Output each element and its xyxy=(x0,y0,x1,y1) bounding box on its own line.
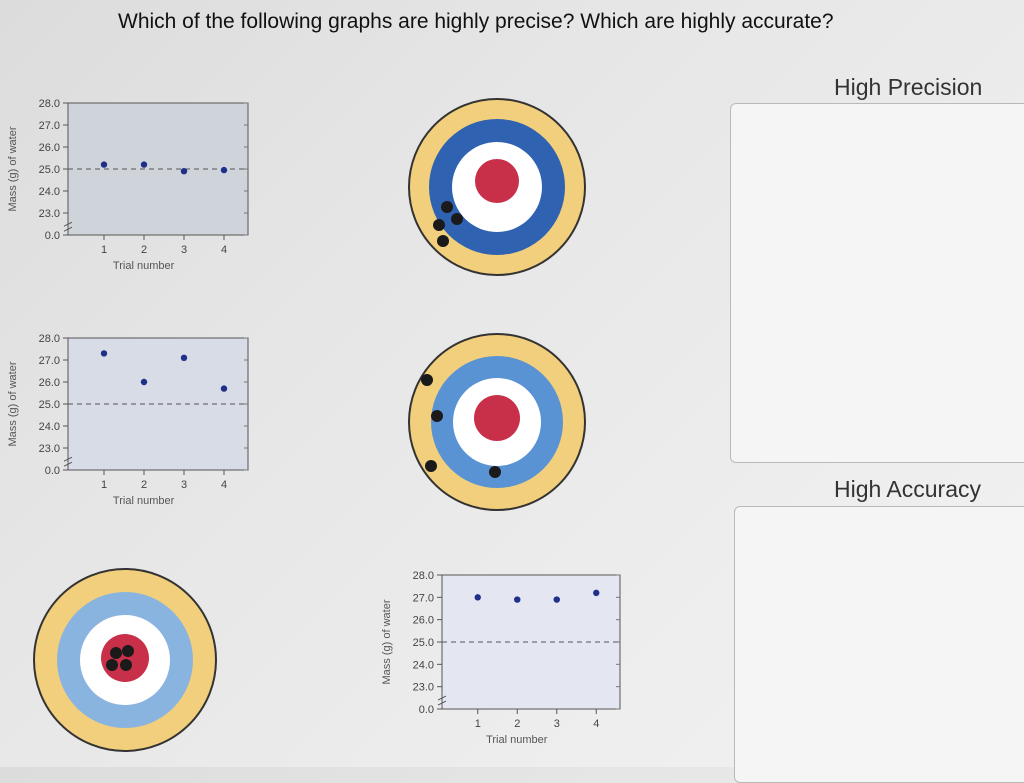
x-tick-label: 4 xyxy=(593,718,599,730)
y-tick-label: 0.0 xyxy=(45,465,60,477)
scatter-chart-3: 0.0 23.0 24.0 25.0 26.0 27.0 28.0 1 2 3 4 Trial num… xyxy=(381,570,621,746)
data-point xyxy=(220,166,228,174)
target-2-shots xyxy=(421,374,501,478)
high-accuracy-title: High Accuracy xyxy=(834,476,982,502)
shot-mark xyxy=(110,647,122,659)
x-tick-label: 2 xyxy=(141,479,147,491)
y-tick-label: 26.0 xyxy=(39,142,60,154)
x-tick-label: 1 xyxy=(475,718,481,730)
axis-break-mark xyxy=(63,221,73,232)
x-tick-label: 2 xyxy=(514,718,520,730)
y-tick-label: 28.0 xyxy=(413,570,434,582)
axis-break-mark xyxy=(437,695,447,706)
data-point xyxy=(100,161,108,168)
x-axis-title: Trial number xyxy=(113,260,175,272)
shot-mark xyxy=(433,219,445,231)
shot-mark xyxy=(431,410,443,422)
y-tick-label: 0.0 xyxy=(45,230,60,242)
plot-area xyxy=(441,574,621,710)
y-axis-title: Mass (g) of water xyxy=(7,361,19,446)
data-point xyxy=(180,168,188,175)
y-tick-label: 27.0 xyxy=(413,592,434,604)
data-point xyxy=(100,350,108,357)
y-tick-label: 26.0 xyxy=(413,615,434,627)
x-tick-label: 4 xyxy=(221,479,227,491)
y-tick-label: 28.0 xyxy=(39,98,60,110)
x-axis-title: Trial number xyxy=(486,734,548,746)
y-tick-label: 25.0 xyxy=(39,164,60,176)
data-point xyxy=(220,385,228,392)
scatter-chart-2: 0.0 23.0 24.0 25.0 26.0 27.0 28.0 1 2 3 4 Trial num… xyxy=(7,333,249,507)
data-point xyxy=(180,354,188,361)
y-tick-label: 25.0 xyxy=(39,399,60,411)
target-3[interactable] xyxy=(30,565,220,755)
y-tick-label: 27.0 xyxy=(39,355,60,367)
y-tick-label: 24.0 xyxy=(413,659,434,671)
y-tick-label: 24.0 xyxy=(39,186,60,198)
target-3-bullseye xyxy=(101,634,149,682)
axis-break-mark xyxy=(63,456,73,467)
x-tick-label: 1 xyxy=(101,479,107,491)
target-1-bullseye xyxy=(475,159,519,203)
shot-mark xyxy=(451,213,463,225)
x-tick-label: 4 xyxy=(221,244,227,256)
target-2[interactable] xyxy=(405,330,589,514)
y-tick-label: 23.0 xyxy=(413,682,434,694)
high-accuracy-drop-box[interactable] xyxy=(734,506,1024,783)
y-tick-label: 23.0 xyxy=(39,208,60,220)
x-tick-label: 1 xyxy=(101,244,107,256)
data-point xyxy=(514,596,521,603)
shot-mark xyxy=(489,466,501,478)
data-point xyxy=(140,161,148,168)
shot-mark xyxy=(106,659,118,671)
y-axis-title: Mass (g) of water xyxy=(7,126,19,211)
y-tick-label: 25.0 xyxy=(413,637,434,649)
y-tick-label: 0.0 xyxy=(419,704,434,716)
x-axis-title: Trial number xyxy=(113,495,175,507)
x-tick-label: 3 xyxy=(181,244,187,256)
y-tick-label: 26.0 xyxy=(39,377,60,389)
data-point xyxy=(140,378,148,386)
target-3-shots xyxy=(106,645,134,671)
x-tick-label: 3 xyxy=(554,718,560,730)
shot-mark xyxy=(437,235,449,247)
shot-mark xyxy=(441,201,453,213)
x-tick-label: 3 xyxy=(181,479,187,491)
shot-mark xyxy=(425,460,437,472)
y-tick-label: 24.0 xyxy=(39,421,60,433)
y-tick-label: 28.0 xyxy=(39,333,60,345)
shot-mark xyxy=(120,659,132,671)
y-tick-label: 23.0 xyxy=(39,443,60,455)
shot-mark xyxy=(122,645,134,657)
data-point xyxy=(474,594,481,601)
data-point xyxy=(553,596,560,603)
y-tick-label: 27.0 xyxy=(39,120,60,132)
scatter-chart-1: 0.0 23.0 24.0 25.0 26.0 27.0 28.0 1 2 3 4 Trial num… xyxy=(7,98,249,272)
target-1-shots xyxy=(433,201,463,247)
target-1[interactable] xyxy=(405,95,589,279)
high-precision-title: High Precision xyxy=(834,74,983,100)
x-tick-label: 2 xyxy=(141,244,147,256)
question-text: Which of the following graphs are highly… xyxy=(118,10,834,33)
shot-mark xyxy=(421,374,433,386)
y-axis-title: Mass (g) of water xyxy=(381,599,393,684)
target-2-bullseye xyxy=(474,395,520,441)
high-precision-drop-box[interactable] xyxy=(730,103,1024,463)
data-point xyxy=(593,589,600,597)
